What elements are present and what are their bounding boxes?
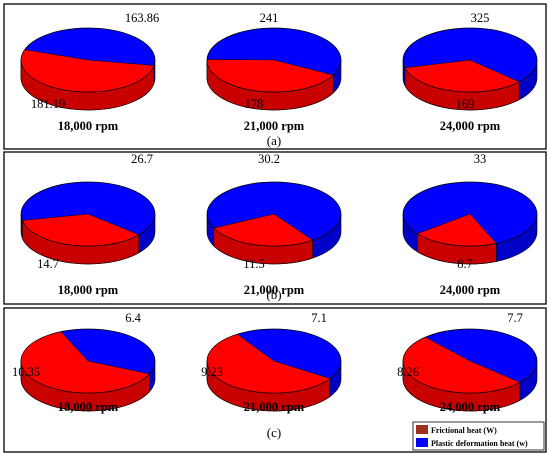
plastic-value-label: 241 <box>260 11 279 25</box>
frictional-value-label: 8.26 <box>397 365 419 379</box>
legend-label-plastic: Plastic deformation heat (w) <box>431 439 528 448</box>
panel-label: (b) <box>266 287 281 302</box>
frictional-slice <box>22 213 140 247</box>
rpm-label: 18,000 rpm <box>58 283 119 297</box>
legend-swatch-plastic <box>416 438 428 447</box>
frictional-value-label: 11.5 <box>243 257 264 271</box>
panel-label: (a) <box>267 133 281 148</box>
plastic-value-label: 26.7 <box>131 152 153 166</box>
panel-frame <box>3 3 547 150</box>
plastic-value-label: 163.86 <box>125 11 159 25</box>
frictional-value-label: 10.35 <box>12 365 40 379</box>
plastic-value-label: 6.4 <box>125 311 141 325</box>
frictional-slice <box>404 59 520 93</box>
frictional-value-label: 181.19 <box>31 97 65 111</box>
frictional-value-label: 169 <box>456 97 475 111</box>
rpm-label: 21,000 rpm <box>244 119 305 133</box>
panel-frame <box>3 307 547 453</box>
rpm-label: 24,000 rpm <box>440 119 501 133</box>
rpm-label: 18,000 rpm <box>58 400 119 414</box>
legend-swatch-frictional <box>416 425 428 434</box>
frictional-slice <box>213 213 314 247</box>
frictional-slice <box>206 59 334 93</box>
rpm-label: 24,000 rpm <box>440 400 501 414</box>
plastic-value-label: 33 <box>474 152 487 166</box>
rpm-label: 24,000 rpm <box>440 283 501 297</box>
rpm-label: 18,000 rpm <box>58 119 119 133</box>
frictional-slice <box>206 333 331 394</box>
legend-label-frictional: Frictional heat (W) <box>431 426 497 435</box>
legend-box <box>412 421 545 451</box>
frictional-value-label: 9.23 <box>201 365 223 379</box>
frictional-value-label: 8.7 <box>457 257 473 271</box>
frictional-value-label: 14.7 <box>37 257 59 271</box>
panel-label: (c) <box>267 425 281 440</box>
frictional-value-label: 178 <box>245 97 264 111</box>
plastic-value-label: 325 <box>471 11 490 25</box>
frictional-slice <box>20 49 155 93</box>
rpm-label: 21,000 rpm <box>244 400 305 414</box>
frictional-slice <box>402 336 521 394</box>
plastic-value-label: 30.2 <box>258 152 280 166</box>
rpm-label: 21,000 rpm <box>244 283 305 297</box>
frictional-slice <box>416 213 497 247</box>
panel-frame <box>3 151 547 305</box>
plastic-value-label: 7.7 <box>507 311 523 325</box>
frictional-slice <box>20 331 150 394</box>
plastic-value-label: 7.1 <box>311 311 327 325</box>
